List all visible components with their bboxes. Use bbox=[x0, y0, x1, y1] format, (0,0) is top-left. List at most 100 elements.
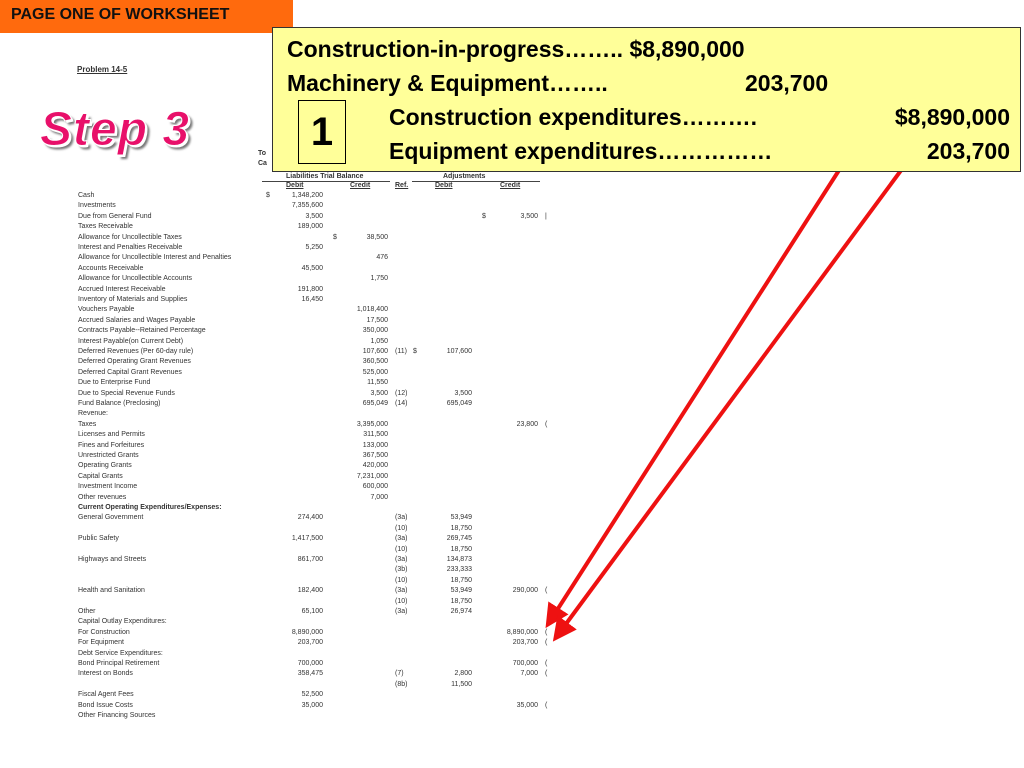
table-row: Vouchers Payable 1,018,400 bbox=[78, 305, 558, 315]
cell-adj-credit: 23,800 bbox=[516, 420, 538, 428]
cell-label: For Equipment bbox=[78, 639, 124, 647]
cell-ref: (10) bbox=[395, 597, 408, 605]
table-row: (10) 18,750 bbox=[78, 597, 558, 607]
cell-label: Due to Special Revenue Funds bbox=[78, 389, 175, 397]
table-row: Accounts Receivable 45,500 bbox=[78, 264, 558, 274]
cell-label: Revenue: bbox=[78, 410, 108, 418]
cell-adj-debit: 269,745 bbox=[446, 535, 472, 543]
cell-credit: 1,750 bbox=[370, 275, 388, 283]
cell-label: Licenses and Permits bbox=[78, 431, 145, 439]
table-row: Fines and Forfeitures 133,000 bbox=[78, 441, 558, 451]
table-row: (10) 18,750 bbox=[78, 545, 558, 555]
cell-adj-debit: 3,500 bbox=[454, 389, 472, 397]
cell-credit: 133,000 bbox=[362, 441, 388, 449]
table-row: Investment Income 600,000 bbox=[78, 482, 558, 492]
header-fragment: Ca bbox=[258, 160, 267, 167]
cell-debit: 189,000 bbox=[297, 223, 323, 231]
cell-credit: 107,600 bbox=[362, 348, 388, 355]
table-row: (3b) 233,333 bbox=[78, 565, 558, 575]
entry-line-2-amount: 203,700 bbox=[745, 70, 829, 96]
cell-d2: $ bbox=[333, 233, 337, 241]
cell-debit: 274,400 bbox=[297, 514, 323, 522]
cell-par: ( bbox=[545, 587, 548, 595]
adj-debit-header: Debit bbox=[435, 182, 453, 189]
cell-label: Other Financing Sources bbox=[78, 712, 156, 719]
table-row: Other revenues 7,000 bbox=[78, 493, 558, 503]
table-row: Inventory of Materials and Supplies 16,45… bbox=[78, 295, 558, 305]
cell-adj-debit: 2,800 bbox=[454, 670, 472, 678]
cell-adj-debit: 18,750 bbox=[450, 597, 472, 605]
cell-label: Capital Outlay Expenditures: bbox=[78, 618, 167, 626]
cell-par: ( bbox=[545, 628, 548, 636]
cell-credit: 420,000 bbox=[362, 462, 388, 470]
cell-adj-credit: 8,890,000 bbox=[506, 628, 538, 636]
cell-credit: 360,500 bbox=[362, 358, 388, 366]
cell-label: Investments bbox=[78, 202, 116, 210]
table-row: Due to Special Revenue Funds 3,500 (12) 3,5… bbox=[78, 389, 558, 399]
entry-line-2-label: Machinery & Equipment…….. bbox=[287, 70, 608, 96]
entry-line-1: Construction-in-progress…….. $8,890,000 bbox=[287, 36, 745, 62]
cell-par: ( bbox=[545, 420, 548, 428]
cell-par: ( bbox=[545, 660, 548, 667]
cell-debit: 182,400 bbox=[297, 587, 323, 595]
cell-label: Due to Enterprise Fund bbox=[78, 379, 151, 387]
cell-adj-debit: 107,600 bbox=[446, 348, 472, 355]
cell-adj-credit: 7,000 bbox=[520, 670, 538, 678]
cell-ref: (10) bbox=[395, 524, 408, 532]
table-row: Other 65,100 (3a) 26,974 bbox=[78, 607, 558, 617]
cell-adj-debit: 18,750 bbox=[450, 545, 472, 553]
slide-banner: PAGE ONE OF WORKSHEET bbox=[0, 0, 293, 33]
cell-par: ( bbox=[545, 639, 548, 647]
arrow-to-equipment bbox=[552, 163, 907, 642]
cell-credit: 350,000 bbox=[362, 327, 388, 335]
cell-debit: 358,475 bbox=[297, 670, 323, 678]
cell-debit: 700,000 bbox=[297, 660, 323, 667]
cell-ref: (3a) bbox=[395, 587, 408, 595]
table-row: For Equipment 203,700 203,700 ( bbox=[78, 638, 558, 648]
cell-adj-debit: 53,949 bbox=[450, 587, 472, 595]
cell-adj-debit: 53,949 bbox=[450, 514, 472, 522]
table-row: Contracts Payable--Retained Percentage 35… bbox=[78, 326, 558, 336]
cell-label: Debt Service Expenditures: bbox=[78, 649, 163, 657]
table-row: Health and Sanitation 182,400 (3a) 53,949 29… bbox=[78, 586, 558, 596]
cell-label: Interest Payable(on Current Debt) bbox=[78, 337, 184, 345]
ref-header: Ref. bbox=[395, 182, 409, 189]
cell-adj-credit: 3,500 bbox=[520, 212, 538, 220]
cell-label: Highways and Streets bbox=[78, 556, 147, 563]
cell-label: Accrued Interest Receivable bbox=[78, 285, 166, 293]
cell-debit: 191,800 bbox=[297, 285, 323, 293]
cell-credit: 17,500 bbox=[366, 316, 388, 324]
cell-credit: 3,395,000 bbox=[356, 420, 388, 428]
cell-label: Interest and Penalties Receivable bbox=[78, 244, 183, 251]
cell-credit: 367,500 bbox=[362, 452, 388, 459]
cell-adj-debit: 233,333 bbox=[446, 566, 472, 574]
table-row: Accrued Salaries and Wages Payable 17,500 bbox=[78, 316, 558, 326]
table-row: (10) 18,750 bbox=[78, 524, 558, 534]
cell-ref: (3b) bbox=[395, 566, 408, 574]
cell-label: Vouchers Payable bbox=[78, 306, 135, 314]
cell-label: General Government bbox=[78, 514, 144, 522]
cell-label: Contracts Payable--Retained Percentage bbox=[78, 327, 206, 335]
cell-label: Bond Issue Costs bbox=[78, 701, 133, 709]
cell-credit: 600,000 bbox=[362, 483, 388, 491]
journal-entry-callout: Construction-in-progress…….. $8,890,000 … bbox=[272, 27, 1021, 172]
cell-label: Accounts Receivable bbox=[78, 264, 144, 272]
table-row: Interest and Penalties Receivable 5,250 bbox=[78, 243, 558, 253]
table-row: Allowance for Uncollectible Taxes $38,500 bbox=[78, 233, 558, 243]
table-row: Allowance for Uncollectible Interest and… bbox=[78, 253, 558, 263]
table-row: Public Safety 1,417,500 (3a) 269,745 bbox=[78, 534, 558, 544]
cell-d1: $ bbox=[266, 192, 270, 199]
cell-label: Accrued Salaries and Wages Payable bbox=[78, 316, 196, 324]
cell-debit: 65,100 bbox=[301, 608, 323, 615]
table-row: Accrued Interest Receivable 191,800 bbox=[78, 285, 558, 295]
table-row: Revenue: bbox=[78, 409, 558, 419]
cell-label: Allowance for Uncollectible Accounts bbox=[78, 275, 193, 283]
table-row: Debt Service Expenditures: bbox=[78, 649, 558, 659]
cell-ref: (12) bbox=[395, 389, 408, 397]
cell-credit: 476 bbox=[376, 254, 388, 262]
entry-line-4-label: Equipment expenditures…………… bbox=[389, 138, 773, 164]
cell-label: Fund Balance (Preclosing) bbox=[78, 400, 161, 407]
table-row: Licenses and Permits 311,500 bbox=[78, 430, 558, 440]
cell-ref: (8b) bbox=[395, 680, 408, 688]
